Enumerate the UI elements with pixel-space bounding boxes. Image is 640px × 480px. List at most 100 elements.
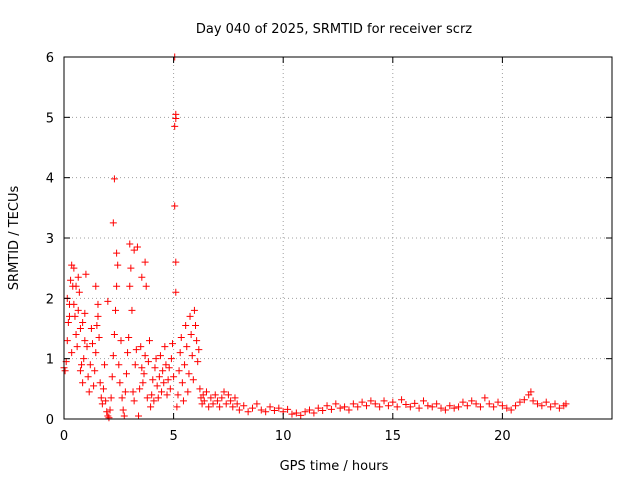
data-point [349, 400, 357, 408]
data-point [116, 379, 124, 387]
data-point [76, 367, 84, 375]
data-point [503, 404, 511, 412]
data-point [72, 331, 80, 339]
data-point [169, 340, 177, 348]
data-point [118, 394, 126, 402]
data-point [490, 403, 498, 411]
data-point [327, 405, 335, 413]
y-tick-label: 3 [46, 232, 54, 247]
data-point [529, 397, 537, 405]
data-point [244, 408, 252, 416]
data-point [533, 400, 541, 408]
data-point [171, 122, 179, 130]
data-point [173, 403, 181, 411]
y-tick-label: 0 [46, 413, 54, 428]
data-point [110, 331, 118, 339]
data-point [107, 394, 115, 402]
data-point [141, 352, 149, 360]
data-point [138, 364, 146, 372]
data-point [86, 361, 94, 369]
data-point [176, 349, 184, 357]
data-point [319, 407, 327, 415]
data-point [257, 406, 265, 414]
data-point [211, 391, 219, 399]
data-point [67, 276, 75, 284]
data-point [284, 405, 292, 413]
data-point [79, 379, 87, 387]
data-point [70, 264, 78, 272]
data-point [140, 370, 148, 378]
grid-lines [64, 57, 612, 419]
data-point [195, 346, 203, 354]
data-point [93, 321, 101, 329]
data-point [144, 358, 152, 366]
data-point [224, 391, 232, 399]
data-point [139, 379, 147, 387]
data-point [92, 282, 100, 290]
data-point [207, 394, 215, 402]
data-point [94, 312, 102, 320]
data-point [163, 391, 171, 399]
data-point [155, 373, 163, 381]
data-point [380, 397, 388, 405]
data-point [78, 361, 86, 369]
data-point [115, 361, 123, 369]
data-point [527, 388, 535, 396]
data-point [297, 411, 305, 419]
data-point [184, 388, 192, 396]
data-point [145, 337, 153, 345]
data-point [126, 240, 134, 248]
data-point [190, 306, 198, 314]
data-point [177, 334, 185, 342]
data-point [185, 370, 193, 378]
data-point [161, 343, 169, 351]
data-point [216, 403, 224, 411]
data-point [165, 364, 173, 372]
data-point [167, 355, 175, 363]
data-point [450, 404, 458, 412]
data-point [233, 400, 241, 408]
data-point [143, 394, 151, 402]
data-point [555, 404, 563, 412]
data-point [371, 400, 379, 408]
x-tick-label: 20 [494, 429, 511, 444]
data-point [97, 394, 105, 402]
data-point [332, 400, 340, 408]
data-point [73, 343, 81, 351]
data-point [110, 175, 118, 183]
data-point [99, 385, 107, 393]
data-point [419, 397, 427, 405]
data-point [142, 282, 150, 290]
data-point [158, 388, 166, 396]
data-point [433, 400, 441, 408]
data-point [181, 361, 189, 369]
data-point [138, 273, 146, 281]
data-point [213, 397, 221, 405]
data-point [113, 282, 121, 290]
data-point [240, 402, 248, 410]
data-point [188, 352, 196, 360]
axis-ticks: 0 5 10 15 20 0 1 2 3 4 5 6 [46, 51, 612, 444]
x-axis-label: GPS time / hours [280, 459, 389, 474]
data-point [262, 408, 270, 416]
data-point [172, 258, 180, 266]
data-point [358, 398, 366, 406]
data-point [104, 297, 112, 305]
data-point [87, 325, 95, 332]
data-point [130, 397, 138, 405]
data-point [70, 300, 78, 308]
data-point [178, 379, 186, 387]
data-point [137, 343, 145, 351]
data-point [76, 325, 84, 332]
data-point [437, 404, 445, 412]
data-point [376, 403, 384, 411]
plot-frame [63, 56, 613, 420]
data-point [196, 385, 204, 393]
data-point [235, 406, 243, 414]
data-points [60, 53, 570, 422]
data-point [389, 398, 397, 406]
data-point [172, 115, 180, 123]
y-tick-label: 2 [46, 292, 54, 307]
data-point [183, 343, 191, 351]
